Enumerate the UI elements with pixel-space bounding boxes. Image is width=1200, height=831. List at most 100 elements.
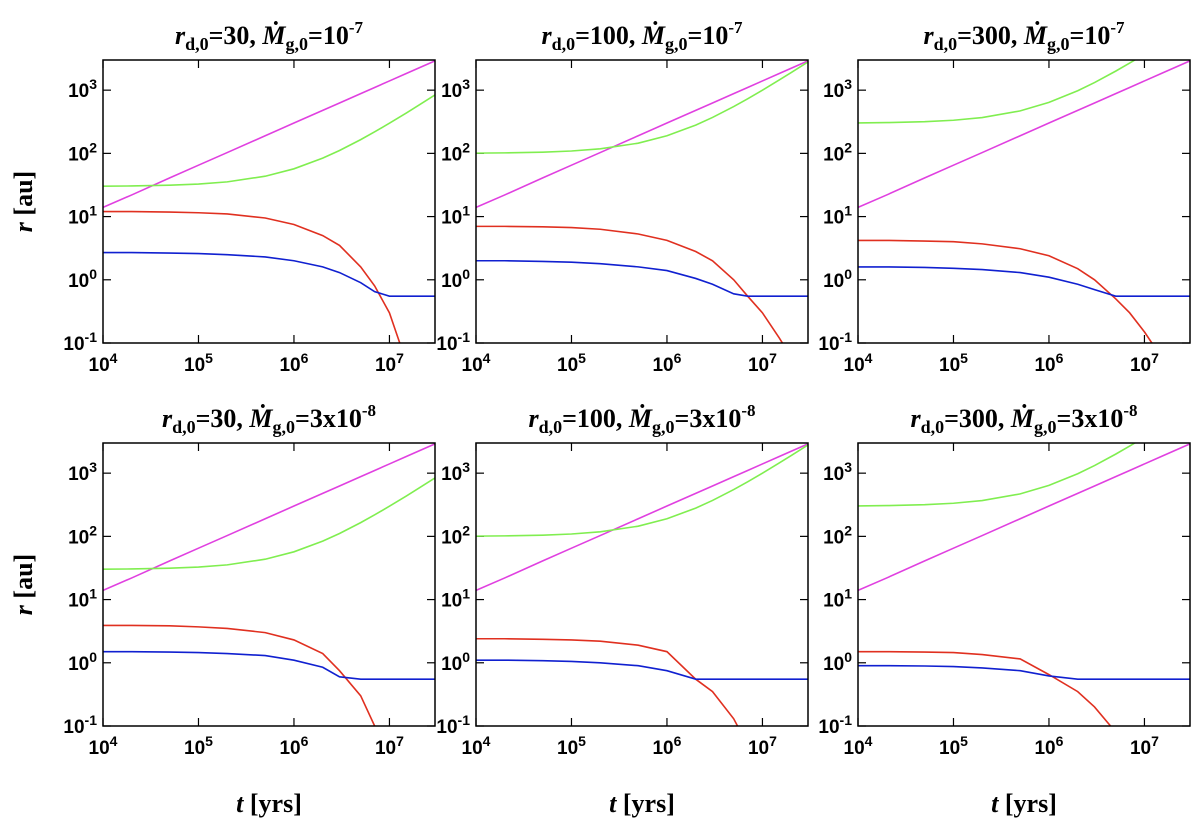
y-axis-label: r [au]	[9, 171, 38, 232]
y-tick-label: 102	[823, 522, 852, 548]
series-line	[103, 650, 435, 680]
y-tick-label: 102	[441, 139, 470, 165]
y-tick-label: 10-1	[436, 329, 470, 355]
series-line	[858, 664, 1190, 680]
title-part: =3x10	[1057, 404, 1124, 433]
y-tick-label: 101	[68, 586, 97, 612]
panel-title: rd,0=30, Ṁg,0=10-7	[175, 18, 364, 54]
panel: rd,0=100, Ṁg,0=10-7 104 105 106 107 10-1 100 10…	[436, 18, 809, 376]
title-part: g,0	[273, 417, 296, 437]
series-line	[858, 60, 1190, 209]
title-part: =3x10	[675, 404, 742, 433]
panel-title: rd,0=300, Ṁg,0=10-7	[923, 18, 1125, 54]
x-tick-label: 106	[1034, 733, 1063, 759]
x-tick-label: 104	[89, 350, 118, 376]
x-tick-label: 105	[939, 733, 968, 759]
y-tick-label: 103	[823, 459, 852, 485]
x-tick-label: 107	[748, 733, 777, 759]
panel: rd,0=300, Ṁg,0=10-7 104 105 106 107 10-1 100 10…	[818, 18, 1191, 376]
title-part: g,0	[665, 34, 688, 54]
series-line	[476, 60, 808, 209]
series-line	[103, 443, 435, 592]
x-tick-label: 106	[1034, 350, 1063, 376]
series-line	[103, 210, 401, 343]
series-line	[476, 443, 808, 592]
y-tick-label: 102	[823, 139, 852, 165]
series-line	[103, 60, 435, 209]
series-line	[103, 251, 435, 297]
title-part: =100,	[562, 404, 629, 433]
title-part: r	[162, 404, 173, 433]
y-tick-label: 101	[823, 203, 852, 229]
title-part: d,0	[185, 34, 209, 54]
plot-frame	[857, 442, 1191, 727]
panel-title: rd,0=30, Ṁg,0=3x10-8	[162, 401, 376, 437]
y-tick-label: 103	[68, 76, 97, 102]
y-tick-label: 100	[68, 266, 97, 292]
title-part: =100,	[575, 21, 642, 50]
series-line	[476, 444, 808, 537]
series-line	[858, 266, 1190, 297]
series-line	[476, 225, 784, 343]
axis-label-part: [yrs]	[243, 789, 301, 818]
title-part: r	[175, 21, 186, 50]
title-part: =30,	[209, 21, 263, 50]
series-line	[476, 259, 808, 297]
series-line	[858, 443, 1190, 592]
title-part: =10	[688, 21, 729, 50]
title-part: -8	[362, 401, 376, 420]
y-tick-label: 100	[441, 649, 470, 675]
x-tick-label: 105	[939, 350, 968, 376]
y-tick-label: 103	[441, 76, 470, 102]
x-tick-label: 106	[652, 350, 681, 376]
series-line	[476, 637, 739, 726]
title-part: =10	[308, 21, 349, 50]
x-tick-label: 106	[652, 733, 681, 759]
title-part: Ṁ	[248, 404, 273, 433]
title-part: =300,	[957, 21, 1024, 50]
series-line	[103, 94, 435, 187]
panel: rd,0=300, Ṁg,0=3x10-8 104 105 106 107 10-1 100…	[818, 401, 1191, 818]
axis-label-part: t	[991, 789, 999, 818]
panel-title: rd,0=100, Ṁg,0=10-7	[541, 18, 743, 54]
axis-label-part: [yrs]	[616, 789, 674, 818]
x-tick-label: 104	[462, 350, 491, 376]
y-tick-label: 103	[823, 76, 852, 102]
title-part: d,0	[934, 34, 958, 54]
axis-label-part: r	[9, 221, 38, 232]
x-tick-label: 104	[844, 350, 873, 376]
series-line	[858, 650, 1112, 726]
x-tick-label: 106	[279, 350, 308, 376]
title-part: -7	[1110, 18, 1125, 37]
x-tick-label: 107	[1130, 733, 1159, 759]
plot-frame	[857, 59, 1191, 344]
title-part: =3x10	[295, 404, 362, 433]
x-tick-label: 105	[184, 350, 213, 376]
axis-label-part: [au]	[9, 554, 38, 605]
title-part: d,0	[172, 417, 196, 437]
title-part: g,0	[1047, 34, 1070, 54]
y-tick-label: 100	[823, 266, 852, 292]
title-part: d,0	[552, 34, 576, 54]
title-part: Ṁ	[628, 404, 653, 433]
title-part: d,0	[539, 417, 563, 437]
x-tick-label: 106	[279, 733, 308, 759]
x-axis-label: t [yrs]	[609, 789, 675, 818]
x-tick-label: 104	[89, 733, 118, 759]
x-tick-label: 107	[1130, 350, 1159, 376]
x-tick-label: 105	[557, 350, 586, 376]
title-part: r	[910, 404, 921, 433]
x-tick-label: 107	[375, 350, 404, 376]
axis-label-part: t	[609, 789, 617, 818]
series-line	[858, 443, 1137, 507]
title-part: Ṁ	[261, 21, 286, 50]
axis-label-part: [au]	[9, 171, 38, 222]
title-part: g,0	[652, 417, 675, 437]
x-tick-label: 104	[844, 733, 873, 759]
series-line	[858, 60, 1137, 124]
title-part: -8	[741, 401, 755, 420]
title-part: Ṁ	[641, 21, 666, 50]
series-line	[858, 239, 1153, 343]
